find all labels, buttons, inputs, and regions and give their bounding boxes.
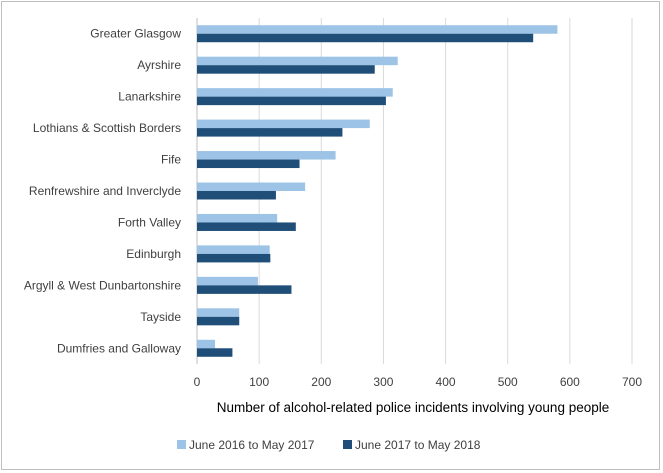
category-label: Argyll & West Dunbartonshire <box>24 278 182 292</box>
bar-series-2 <box>197 285 292 294</box>
x-tick-label: 300 <box>373 375 393 389</box>
bar-series-1 <box>197 88 393 97</box>
bar-series-2 <box>197 33 534 43</box>
x-tick-label: 200 <box>311 375 331 389</box>
bar-series-2 <box>197 65 375 74</box>
legend: June 2016 to May 2017 June 2017 to May 20… <box>177 438 481 452</box>
category-label: Lothians & Scottish Borders <box>33 121 181 135</box>
bar-series-1 <box>197 56 398 66</box>
category-label: Fife <box>161 153 181 167</box>
bar-series-2 <box>197 191 276 200</box>
bar-series-2 <box>197 348 233 357</box>
legend-swatch-1 <box>177 440 186 449</box>
bar-series-1 <box>197 276 258 286</box>
category-labels: Greater Glasgow Ayrshire Lanarkshire Lothia… <box>24 27 182 356</box>
bar-series-1 <box>197 213 278 223</box>
bar-series-1 <box>197 151 336 160</box>
legend-label-1: June 2016 to May 2017 <box>189 438 315 452</box>
category-label: Ayrshire <box>137 58 181 72</box>
gridlines <box>196 18 633 364</box>
x-tick-label: 600 <box>560 375 580 389</box>
bar-series-2 <box>197 128 343 137</box>
bar-series-1 <box>197 339 216 349</box>
legend-swatch-2 <box>343 440 352 449</box>
bar-series-2 <box>197 316 240 326</box>
bar-series-1 <box>197 308 240 317</box>
category-label: Dumfries and Galloway <box>57 341 181 355</box>
category-label: Tayside <box>140 310 181 324</box>
x-tick-label: 500 <box>498 375 518 389</box>
category-label: Forth Valley <box>118 215 181 229</box>
category-label: Edinburgh <box>126 247 181 261</box>
legend-label-2: June 2017 to May 2018 <box>355 438 481 452</box>
category-label: Renfrewshire and Inverclyde <box>29 184 181 198</box>
bar-series-1 <box>197 182 306 191</box>
category-label: Greater Glasgow <box>90 27 181 41</box>
bars <box>197 25 558 357</box>
bar-series-1 <box>197 25 558 34</box>
category-label: Lanarkshire <box>118 90 181 104</box>
bar-series-2 <box>197 222 296 231</box>
x-tick-label: 400 <box>436 375 456 389</box>
x-tick-label: 700 <box>622 375 642 389</box>
x-axis-title: Number of alcohol-related police inciden… <box>217 400 610 415</box>
bar-series-2 <box>197 253 271 263</box>
x-tick-label: 100 <box>249 375 269 389</box>
bar-series-2 <box>197 96 386 106</box>
x-tick-labels: 0 100 200 300 400 500 600 700 <box>194 375 643 389</box>
bar-series-1 <box>197 119 370 129</box>
x-tick-label: 0 <box>194 375 201 389</box>
bar-series-1 <box>197 245 270 254</box>
bar-series-2 <box>197 159 300 169</box>
